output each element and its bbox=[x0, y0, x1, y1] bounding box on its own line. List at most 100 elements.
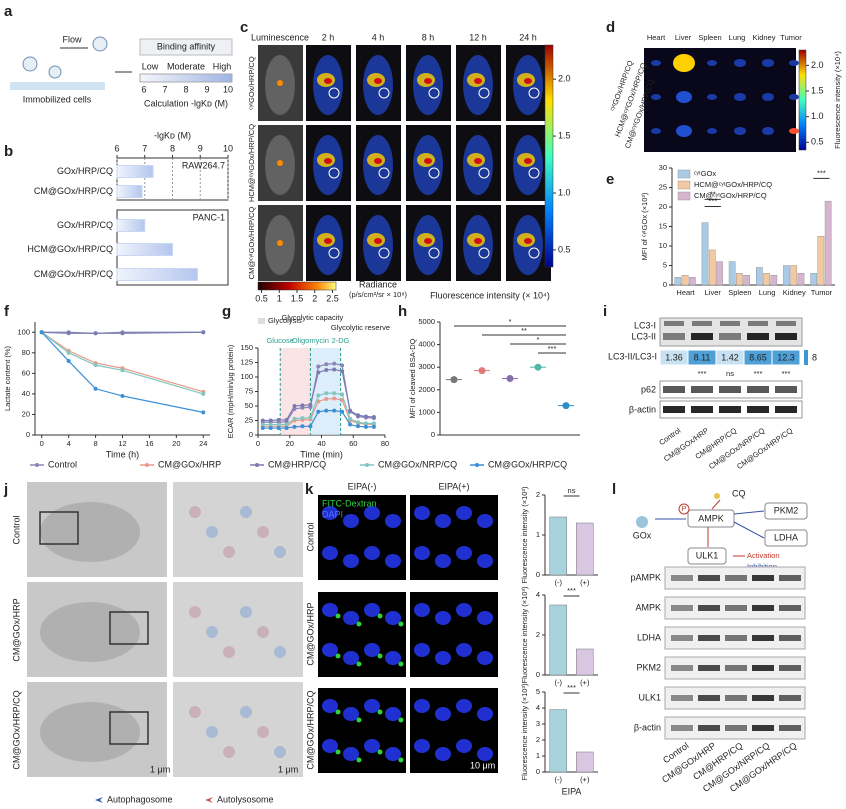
nucleus bbox=[364, 546, 380, 560]
edge bbox=[733, 510, 765, 515]
x-tick-label: 20 bbox=[172, 439, 180, 448]
blot bbox=[659, 400, 803, 419]
colorbar-tick-label: 1.5 bbox=[558, 130, 571, 140]
point bbox=[356, 413, 361, 418]
row-label: CM@ᶜʸᵗGOx/HRP/CQ bbox=[247, 207, 256, 280]
point bbox=[276, 426, 281, 431]
signal bbox=[424, 158, 432, 164]
vesicle bbox=[257, 526, 269, 538]
nucleus bbox=[385, 747, 401, 761]
nucleus bbox=[385, 707, 401, 721]
y-tick-label: 1000 bbox=[418, 407, 435, 416]
organ bbox=[651, 128, 661, 134]
point bbox=[120, 393, 125, 398]
protein-label: LDHA bbox=[637, 632, 661, 642]
dextran bbox=[398, 661, 404, 667]
signal bbox=[474, 238, 482, 244]
x-tick-label: Lung bbox=[759, 288, 776, 297]
legend-swatch bbox=[677, 169, 691, 179]
band bbox=[692, 321, 712, 326]
vesicle bbox=[206, 526, 218, 538]
organ bbox=[707, 128, 717, 134]
band bbox=[671, 575, 693, 581]
y-axis-label: Fluorescence intensity (×10³) bbox=[520, 586, 529, 683]
nucleus bbox=[477, 747, 493, 761]
legend-marker bbox=[365, 463, 369, 467]
band bbox=[691, 406, 713, 413]
point bbox=[316, 370, 321, 375]
legend-label: Autolysosome bbox=[217, 794, 274, 804]
bar bbox=[783, 265, 790, 286]
affinity-level: High bbox=[213, 61, 232, 71]
bar bbox=[576, 648, 594, 676]
organ bbox=[707, 60, 717, 66]
ratio-value: 8.65 bbox=[749, 352, 767, 362]
y-tick-label: 2 bbox=[536, 630, 540, 639]
colorbar-label: (p/s/cm²/sr × 10⁸) bbox=[349, 290, 407, 299]
bar bbox=[116, 165, 154, 178]
y-tick-label: 100 bbox=[17, 327, 30, 336]
band bbox=[698, 665, 720, 671]
bar bbox=[797, 273, 805, 286]
bar bbox=[674, 277, 682, 286]
cells-label: Immobilized cells bbox=[23, 94, 92, 104]
y-tick-label: 20 bbox=[22, 409, 30, 418]
point bbox=[260, 426, 265, 431]
colorbar-label: Fluorescence intensity (×10⁴) bbox=[833, 51, 842, 149]
band bbox=[671, 605, 693, 611]
calc-label: Calculation -lgKᴅ (M) bbox=[144, 98, 228, 108]
x-tick-label: 7 bbox=[142, 143, 147, 153]
line bbox=[41, 331, 204, 413]
panel-label: k bbox=[305, 481, 314, 498]
affinity-scale-label: 9 bbox=[204, 84, 209, 94]
x-tick-label: (-) bbox=[555, 578, 563, 587]
column-header: EIPA(+) bbox=[438, 481, 469, 491]
band bbox=[664, 321, 684, 326]
point bbox=[340, 409, 345, 414]
organ bbox=[789, 60, 799, 66]
y-tick-label: 20 bbox=[659, 202, 667, 211]
nucleus bbox=[343, 707, 359, 721]
y-tick-label: 25 bbox=[245, 415, 253, 424]
x-tick-label: (-) bbox=[555, 775, 563, 784]
cell-icon bbox=[22, 56, 38, 72]
point bbox=[268, 418, 273, 423]
vesicle bbox=[257, 626, 269, 638]
x-tick-label: Liver bbox=[705, 288, 722, 297]
nucleus bbox=[435, 514, 451, 528]
y-tick-label: GOx/HRP/CQ bbox=[57, 220, 113, 230]
point bbox=[371, 415, 376, 420]
point bbox=[292, 424, 297, 429]
organ bbox=[651, 94, 661, 100]
x-tick-label: 40 bbox=[317, 439, 325, 448]
band bbox=[779, 635, 801, 641]
point bbox=[316, 409, 321, 414]
phase-label: Glycolytic reserve bbox=[331, 323, 390, 332]
vesicle bbox=[206, 726, 218, 738]
node-label: PKM2 bbox=[774, 505, 799, 515]
nucleus bbox=[477, 707, 493, 721]
point bbox=[371, 424, 376, 429]
signal bbox=[374, 238, 382, 244]
organ bbox=[734, 93, 746, 101]
organ bbox=[762, 127, 774, 135]
y-tick-label: 60 bbox=[22, 368, 30, 377]
legend-label: ᶜʸᵗGOx bbox=[694, 169, 716, 178]
roi bbox=[328, 87, 340, 99]
y-axis-label: Lactate content (%) bbox=[3, 345, 12, 411]
row-label: ᶜʸᵗGOx/HRP/CQ bbox=[247, 56, 256, 110]
nucleus bbox=[364, 643, 380, 657]
nucleus bbox=[456, 603, 472, 617]
organ bbox=[762, 93, 774, 101]
point bbox=[332, 408, 337, 413]
affinity-level: Moderate bbox=[167, 61, 205, 71]
gox-icon bbox=[636, 516, 648, 528]
y-tick-label: 30 bbox=[659, 163, 667, 172]
panel-label: b bbox=[4, 143, 13, 160]
nucleus bbox=[414, 506, 430, 520]
stain-label: DAPI bbox=[322, 509, 343, 519]
colorbar bbox=[798, 49, 807, 151]
bar bbox=[756, 267, 763, 286]
signal bbox=[524, 238, 532, 244]
legend-label: CM@GOx/NRP/CQ bbox=[378, 459, 457, 469]
